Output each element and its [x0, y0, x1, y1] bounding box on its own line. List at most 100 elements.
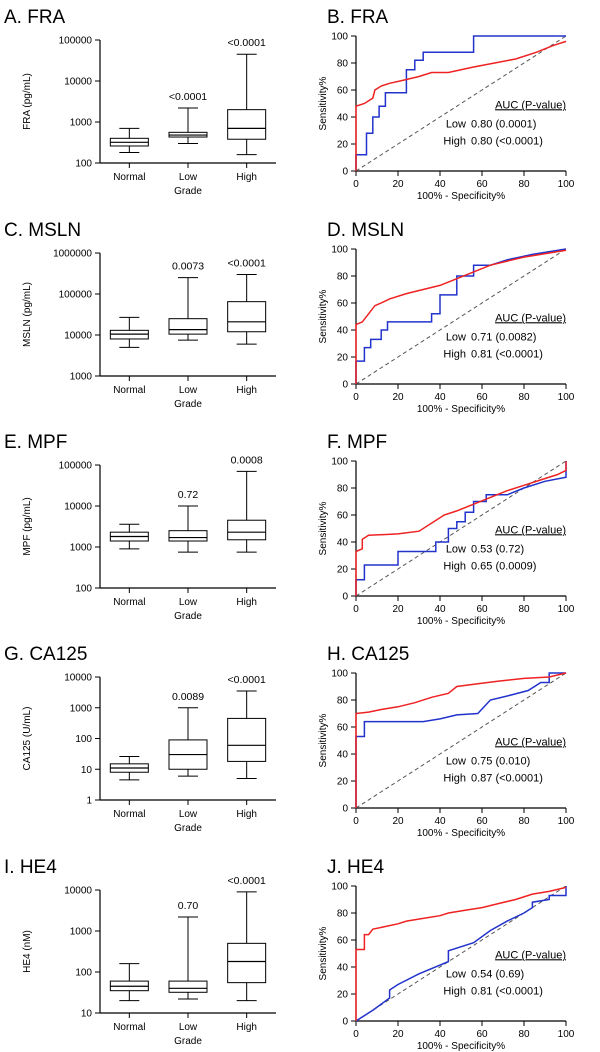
auc-header: AUC (P-value)	[495, 524, 566, 536]
x-tick-label: Low	[179, 172, 198, 183]
auc-row-name: High	[443, 135, 466, 147]
x-tick-label: 60	[476, 816, 488, 827]
y-tick-label: 10000	[64, 77, 92, 88]
x-axis-label: Grade	[174, 186, 202, 197]
y-tick-label: 80	[337, 484, 349, 495]
x-tick-label: Normal	[113, 1022, 145, 1033]
y-tick-label: 1	[86, 796, 92, 807]
y-tick-label: 60	[337, 511, 349, 522]
box-low: 0.0073	[168, 261, 208, 341]
x-tick-label: 60	[476, 179, 488, 190]
p-value-label: <0.0001	[228, 875, 266, 887]
y-tick-label: 1000000	[53, 249, 92, 260]
y-tick-label: 1000	[70, 703, 93, 714]
x-tick-label: 100	[558, 604, 575, 615]
box-iqr	[227, 942, 267, 984]
panel-c-boxplot: C. MSLN 1000 10000 100000 1000000 MSLN (pg/mL…	[4, 220, 276, 410]
auc-row-value: 0.54 (0.69)	[471, 968, 524, 980]
y-tick-label: 80	[337, 272, 349, 283]
x-axis-label: 100% - Specificity%	[417, 828, 505, 839]
p-value-label: 0.70	[178, 900, 199, 912]
box-normal	[109, 963, 149, 1002]
auc-row-name: Low	[446, 968, 466, 980]
y-tick-label: 0	[342, 167, 348, 178]
y-tick-label: 1000	[70, 543, 93, 554]
roc-curve-low	[355, 672, 566, 808]
x-tick-label: 100	[558, 1029, 575, 1040]
box-normal	[109, 127, 149, 154]
box-high: <0.0001	[227, 875, 267, 1002]
auc-row-name: Low	[446, 118, 466, 130]
y-tick-label: 1000	[70, 118, 93, 129]
box-low: 0.72	[168, 489, 208, 553]
y-tick-label: 100	[75, 968, 92, 979]
y-tick-label: 1000	[70, 372, 93, 383]
y-tick-label: 10	[81, 1009, 93, 1020]
box-iqr	[168, 530, 208, 542]
roc-curve-high	[355, 672, 567, 808]
x-tick-label: 60	[476, 604, 488, 615]
y-tick-label: 100	[331, 245, 348, 256]
y-tick-label: 80	[337, 909, 349, 920]
y-tick-label: 100000	[59, 36, 93, 47]
x-tick-label: 60	[476, 392, 488, 403]
panel-title: J. HE4	[327, 857, 384, 878]
p-value-label: <0.0001	[169, 91, 207, 103]
panel-title: B. FRA	[327, 7, 389, 28]
x-tick-label: 100	[558, 179, 575, 190]
auc-row-name: Low	[446, 543, 466, 555]
box-high: <0.0001	[227, 674, 267, 780]
x-axis-label: 100% - Specificity%	[417, 191, 505, 202]
x-tick-label: 0	[353, 392, 359, 403]
x-tick-label: Low	[179, 597, 198, 608]
auc-row-value: 0.81 (<0.0001)	[471, 348, 543, 360]
y-tick-label: 10000	[64, 886, 92, 897]
panel-f-roc: F. MPF 0 20 40 60 80 100 0 20 40 60 80 100 100% - Spe…	[318, 432, 575, 627]
x-axis-label: Grade	[174, 1036, 202, 1047]
box-iqr	[227, 717, 267, 762]
y-axis-label: HE4 (nM)	[22, 930, 33, 973]
x-tick-label: 0	[353, 1029, 359, 1040]
panel-title: F. MPF	[327, 432, 387, 453]
auc-header: AUC (P-value)	[495, 312, 566, 324]
x-tick-label: Low	[179, 1022, 198, 1033]
x-tick-label: Normal	[113, 385, 145, 396]
y-tick-label: 20	[337, 990, 349, 1001]
y-tick-label: 40	[337, 326, 349, 337]
y-tick-label: 0	[342, 380, 348, 391]
x-tick-label: High	[236, 172, 257, 183]
panel-title: D. MSLN	[327, 220, 404, 241]
auc-header: AUC (P-value)	[495, 949, 566, 961]
y-tick-label: 60	[337, 723, 349, 734]
y-tick-label: 60	[337, 299, 349, 310]
x-tick-label: 20	[392, 179, 404, 190]
y-tick-label: 10	[81, 765, 93, 776]
y-tick-label: 60	[337, 936, 349, 947]
y-tick-label: 80	[337, 696, 349, 707]
y-tick-label: 100	[331, 669, 348, 680]
x-tick-label: High	[236, 1022, 257, 1033]
y-tick-label: 100	[75, 159, 92, 170]
box-high: 0.0008	[227, 454, 267, 553]
x-tick-label: 40	[434, 604, 446, 615]
auc-row-name: High	[443, 772, 466, 784]
auc-row-name: Low	[446, 755, 466, 767]
y-axis-label: MSLN (pg/mL)	[22, 282, 33, 347]
y-tick-label: 100000	[59, 461, 93, 472]
auc-row-value: 0.81 (<0.0001)	[471, 985, 543, 997]
box-low: 0.0089	[168, 691, 208, 777]
p-value-label: <0.0001	[228, 674, 266, 686]
x-tick-label: Low	[179, 809, 198, 820]
y-axis-label: Sensitivity%	[318, 926, 329, 980]
y-tick-label: 100	[331, 882, 348, 893]
p-value-label: 0.0008	[231, 454, 263, 466]
x-tick-label: 100	[558, 392, 575, 403]
p-value-label: <0.0001	[228, 257, 266, 269]
y-tick-label: 20	[337, 565, 349, 576]
auc-row-name: High	[443, 348, 466, 360]
y-tick-label: 20	[337, 353, 349, 364]
y-tick-label: 100	[75, 584, 92, 595]
x-tick-label: 40	[434, 1029, 446, 1040]
x-tick-label: Normal	[113, 172, 145, 183]
